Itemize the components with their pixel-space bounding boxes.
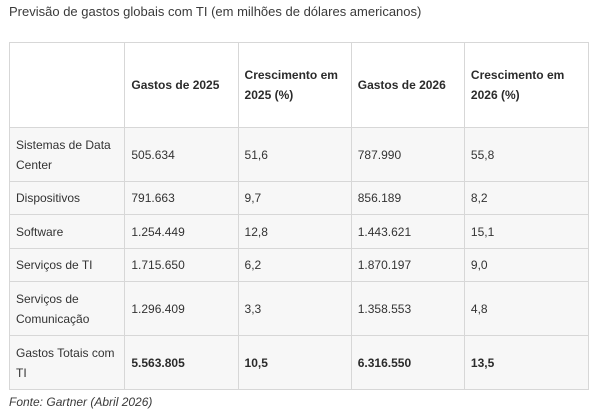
cell-growth-2025: 3,3: [237, 281, 352, 336]
cell-growth-2025: 9,7: [237, 181, 352, 215]
row-category: Dispositivos: [8, 181, 126, 215]
source-note: Fonte: Gartner (Abril 2026): [9, 395, 153, 409]
cell-spend-2025: 791.663: [124, 181, 239, 215]
cell-spend-2026: 1.870.197: [350, 248, 465, 282]
cell-spend-2026: 856.189: [350, 181, 465, 215]
header-spend-2025: Gastos de 2025: [124, 42, 239, 128]
cell-growth-2025: 6,2: [237, 248, 352, 282]
cell-spend-2025: 505.634: [124, 127, 239, 182]
cell-spend-2026: 1.358.553: [350, 281, 465, 336]
cell-growth-2025: 12,8: [237, 214, 352, 249]
cell-growth-2026: 15,1: [463, 214, 590, 249]
header-category: [8, 42, 126, 128]
table-row: Serviços de Comunicação 1.296.409 3,3 1.…: [8, 281, 590, 336]
row-category: Serviços de Comunicação: [8, 281, 126, 336]
cell-spend-2026: 787.990: [350, 127, 465, 182]
table-row: Software 1.254.449 12,8 1.443.621 15,1: [8, 214, 590, 249]
row-category: Software: [8, 214, 126, 249]
cell-growth-2026: 8,2: [463, 181, 590, 215]
row-category: Serviços de TI: [8, 248, 126, 282]
table-total-row: Gastos Totais com TI 5.563.805 10,5 6.31…: [8, 335, 590, 390]
cell-growth-2025: 51,6: [237, 127, 352, 182]
header-growth-2025: Crescimento em 2025 (%): [237, 42, 352, 128]
cell-growth-2026: 4,8: [463, 281, 590, 336]
it-spending-table: Gastos de 2025 Crescimento em 2025 (%) G…: [8, 42, 590, 390]
row-category: Gastos Totais com TI: [8, 335, 126, 390]
cell-spend-2026: 6.316.550: [350, 335, 465, 390]
cell-growth-2026: 13,5: [463, 335, 590, 390]
table-row: Serviços de TI 1.715.650 6,2 1.870.197 9…: [8, 248, 590, 282]
cell-growth-2026: 9,0: [463, 248, 590, 282]
cell-growth-2025: 10,5: [237, 335, 352, 390]
header-spend-2026: Gastos de 2026: [350, 42, 465, 128]
table-row: Sistemas de Data Center 505.634 51,6 787…: [8, 127, 590, 182]
cell-spend-2025: 5.563.805: [124, 335, 239, 390]
row-category: Sistemas de Data Center: [8, 127, 126, 182]
cell-spend-2025: 1.715.650: [124, 248, 239, 282]
cell-growth-2026: 55,8: [463, 127, 590, 182]
header-growth-2026: Crescimento em 2026 (%): [463, 42, 590, 128]
cell-spend-2025: 1.254.449: [124, 214, 239, 249]
cell-spend-2025: 1.296.409: [124, 281, 239, 336]
table-header-row: Gastos de 2025 Crescimento em 2025 (%) G…: [8, 42, 590, 128]
cell-spend-2026: 1.443.621: [350, 214, 465, 249]
table-title: Previsão de gastos globais com TI (em mi…: [9, 4, 422, 19]
table-row: Dispositivos 791.663 9,7 856.189 8,2: [8, 181, 590, 215]
